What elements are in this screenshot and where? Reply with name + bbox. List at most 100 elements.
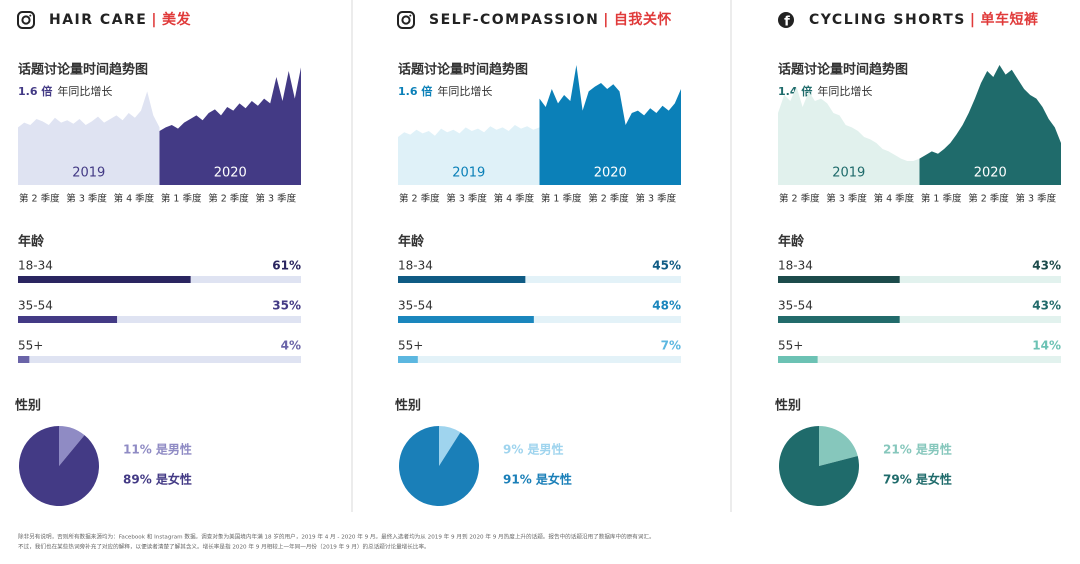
year-label: 2019 <box>72 166 105 181</box>
gender-label: 91% 是女性 <box>503 472 572 487</box>
section-title: 性别 <box>775 398 801 414</box>
age-value: 4% <box>281 339 301 353</box>
age-value: 14% <box>1032 339 1061 353</box>
age-label: 35-54 <box>398 299 433 313</box>
bar-track <box>398 316 681 323</box>
pie-slice <box>399 426 480 507</box>
year-label: 2020 <box>594 166 627 181</box>
bar <box>778 316 900 323</box>
growth-label: 年同比增长 <box>817 84 872 98</box>
quarter-label: 第 1 季度 <box>921 193 962 205</box>
separator: | <box>603 12 610 28</box>
icon <box>401 15 411 25</box>
age-label: 55+ <box>398 339 423 353</box>
trend-area <box>539 65 681 185</box>
gender-label: 79% 是女性 <box>883 472 952 487</box>
bar <box>18 316 118 323</box>
gender-label: 11% 是男性 <box>123 442 192 457</box>
age-value: 43% <box>1032 299 1061 313</box>
panel-title-en: CYCLING SHORTS <box>809 12 966 28</box>
icon <box>21 15 31 25</box>
age-label: 55+ <box>18 339 43 353</box>
quarter-label: 第 3 季度 <box>66 193 107 205</box>
quarter-label: 第 2 季度 <box>208 193 249 205</box>
icon <box>29 14 32 17</box>
section-title: 年龄 <box>18 234 45 250</box>
year-label: 2019 <box>832 166 865 181</box>
icon: f <box>784 15 790 30</box>
trend-title: 话题讨论量时间趋势图 <box>778 62 908 78</box>
quarter-label: 第 1 季度 <box>161 193 202 205</box>
growth-label: 年同比增长 <box>57 84 112 98</box>
age-label: 18-34 <box>398 259 433 273</box>
section-title: 性别 <box>395 398 421 414</box>
age-value: 45% <box>652 259 681 273</box>
bar-track <box>398 356 681 363</box>
panel-title: SELF-COMPASSION | 自我关怀 <box>429 11 672 28</box>
quarter-label: 第 2 季度 <box>968 193 1009 205</box>
panel-title-cn: 自我关怀 <box>614 11 672 28</box>
panel-title: HAIR CARE | 美发 <box>49 11 191 28</box>
year-label: 2019 <box>452 166 485 181</box>
bar-track <box>18 316 301 323</box>
panel-title-en: SELF-COMPASSION <box>429 12 599 28</box>
quarter-label: 第 3 季度 <box>636 193 677 205</box>
bar <box>778 356 818 363</box>
bar <box>18 356 30 363</box>
panel-title-en: HAIR CARE <box>49 12 147 28</box>
trend-title: 话题讨论量时间趋势图 <box>18 62 148 78</box>
panel-title: CYCLING SHORTS | 单车短裤 <box>809 11 1039 28</box>
age-value: 35% <box>272 299 301 313</box>
section-title: 年龄 <box>398 234 425 250</box>
growth-value: 1.6 倍 <box>398 84 432 98</box>
panel-title-cn: 美发 <box>162 11 191 28</box>
pie-slice <box>59 426 85 466</box>
section-title: 年龄 <box>778 234 805 250</box>
trend-title: 话题讨论量时间趋势图 <box>398 62 528 78</box>
trend-area <box>159 67 301 185</box>
footnote: 不过，我们也在某些热词旁补充了对应的解释，以便读者清楚了解其含义。增长率是指 2… <box>18 543 430 551</box>
icon <box>778 12 794 28</box>
pie-slice <box>439 426 461 466</box>
quarter-label: 第 1 季度 <box>541 193 582 205</box>
footnote: 除非另有说明，否则所有数据来源均为：Facebook 和 Instagram 数… <box>18 533 655 541</box>
pie-slice <box>779 426 860 507</box>
growth-label: 年同比增长 <box>437 84 492 98</box>
bar <box>398 316 534 323</box>
bar-track <box>398 276 681 283</box>
quarter-label: 第 3 季度 <box>256 193 297 205</box>
icon <box>17 11 35 29</box>
trend-area <box>398 125 540 185</box>
age-value: 48% <box>652 299 681 313</box>
gender-label: 89% 是女性 <box>123 472 192 487</box>
bar <box>18 276 191 283</box>
age-label: 18-34 <box>778 259 813 273</box>
quarter-label: 第 4 季度 <box>874 193 915 205</box>
age-label: 35-54 <box>778 299 813 313</box>
bar-track <box>778 356 1061 363</box>
quarter-label: 第 4 季度 <box>494 193 535 205</box>
age-value: 7% <box>661 339 681 353</box>
icon <box>409 14 412 17</box>
bar <box>778 276 900 283</box>
separator: | <box>151 12 158 28</box>
age-label: 18-34 <box>18 259 53 273</box>
quarter-label: 第 2 季度 <box>779 193 820 205</box>
bar-track <box>778 276 1061 283</box>
bar <box>398 356 418 363</box>
panel-title-cn: 单车短裤 <box>981 11 1039 28</box>
year-label: 2020 <box>974 166 1007 181</box>
growth: 1.6 倍年同比增长 <box>398 84 492 98</box>
quarter-label: 第 3 季度 <box>826 193 867 205</box>
separator: | <box>970 12 977 28</box>
pie-slice <box>819 426 858 466</box>
age-value: 61% <box>272 259 301 273</box>
trend-area <box>778 86 920 185</box>
quarter-label: 第 2 季度 <box>399 193 440 205</box>
icon <box>397 11 415 29</box>
growth: 1.6 倍年同比增长 <box>18 84 112 98</box>
bar <box>398 276 526 283</box>
quarter-label: 第 2 季度 <box>19 193 60 205</box>
